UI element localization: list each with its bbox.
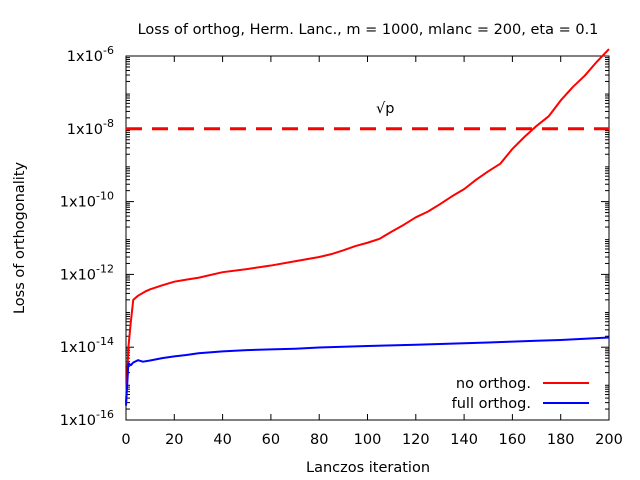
x-axis-label: Lanczos iteration — [306, 460, 430, 476]
y-tick-label: 1x10-16 — [60, 408, 114, 429]
x-tick-label: 200 — [595, 432, 623, 448]
y-tick-label: 1x10-6 — [67, 44, 114, 65]
chart-title: Loss of orthog, Herm. Lanc., m = 1000, m… — [138, 22, 599, 38]
legend: no orthog. full orthog. — [452, 376, 589, 412]
x-tick-label: 180 — [547, 432, 575, 448]
series-line-full-orthog — [125, 336, 610, 406]
x-tick-label: 100 — [354, 432, 382, 448]
x-tick-label: 0 — [121, 432, 130, 448]
y-axis-label: Loss of orthogonality — [12, 162, 28, 314]
legend-label: no orthog. — [456, 376, 531, 392]
x-tick-label: 160 — [499, 432, 527, 448]
plot-frame — [125, 55, 610, 421]
y-tick-label: 1x10-12 — [60, 262, 114, 283]
x-tick-label: 40 — [213, 432, 231, 448]
reference-line-label: √p — [376, 101, 394, 117]
x-tick-label: 60 — [262, 432, 280, 448]
y-tick-label: 1x10-14 — [60, 335, 114, 356]
y-tick-label: 1x10-10 — [60, 190, 114, 211]
series-line-no-orthog — [125, 48, 610, 403]
legend-label: full orthog. — [452, 396, 531, 412]
plot-area: 0 20 40 60 80 100 120 140 160 180 200 1x10-16 1x10-1… — [60, 44, 623, 448]
x-tick-label: 20 — [165, 432, 183, 448]
y-tick-label: 1x10-8 — [67, 117, 114, 138]
x-tick-label: 140 — [450, 432, 478, 448]
x-tick-label: 120 — [402, 432, 430, 448]
x-tick-label: 80 — [310, 432, 328, 448]
